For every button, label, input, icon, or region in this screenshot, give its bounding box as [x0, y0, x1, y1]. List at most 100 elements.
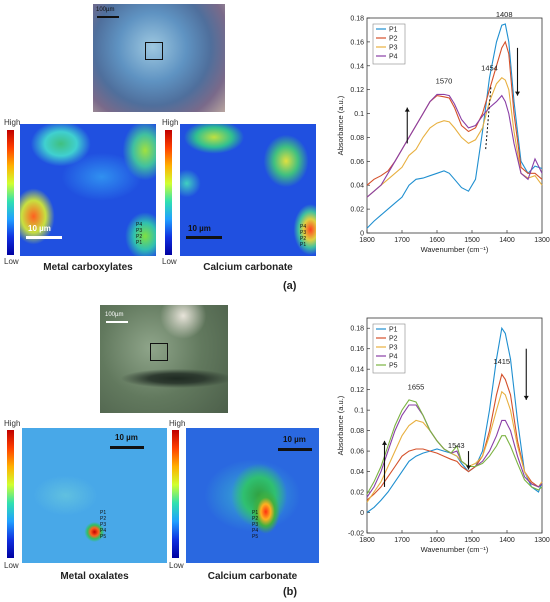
- series-line-p4: [366, 93, 543, 198]
- series-line-p1: [366, 326, 543, 513]
- scalebar-label: 10 µm: [28, 224, 51, 233]
- y-tick-label: 0.1: [354, 111, 364, 118]
- legend-entry: P2: [389, 336, 398, 343]
- colorbar-a2: [165, 130, 172, 255]
- legend-entry: P1: [389, 27, 398, 34]
- colorbar-low-label: Low: [4, 257, 19, 266]
- series-line-p3: [366, 76, 543, 198]
- map-metal-oxalates: 10 µm P1 P2 P3 P4 P5: [22, 428, 167, 563]
- point-marker-group: P4 P3 P2 P1: [136, 222, 142, 246]
- y-tick-label: -0.02: [348, 531, 364, 538]
- micrograph-roi-box: [145, 42, 163, 60]
- y-tick-label: 0.14: [350, 63, 364, 70]
- map-label: Calcium carbonate: [203, 262, 293, 273]
- map-calcium-carbonate-b: 10 µm P1 P2 P3 P4 P5: [186, 428, 319, 563]
- peak-annotation: 1570: [436, 77, 453, 86]
- point-marker-group: P1 P2 P3 P4 P5: [252, 510, 258, 540]
- micrograph-b: 100µm: [100, 305, 228, 413]
- trend-arrow-head: [404, 107, 410, 112]
- point-marker: P2: [300, 236, 307, 242]
- trend-arrow-head: [466, 465, 471, 470]
- y-tick-label: 0.18: [350, 16, 364, 23]
- x-tick-label: 1500: [464, 537, 480, 544]
- y-tick-label: 0.1: [354, 408, 364, 415]
- colorbar-low-label: Low: [162, 257, 177, 266]
- legend-entry: P4: [389, 54, 398, 61]
- x-tick-label: 1700: [394, 537, 410, 544]
- point-marker: P3: [252, 522, 259, 528]
- x-tick-label: 1400: [499, 237, 515, 244]
- colorbar-high-label: High: [4, 419, 21, 428]
- colorbar-b2: [172, 430, 179, 558]
- x-tick-label: 1300: [534, 537, 550, 544]
- point-marker: P5: [100, 534, 107, 540]
- colorbar-a1: [7, 130, 14, 255]
- peak-annotation: 1454: [481, 64, 498, 73]
- scalebar-label: 10 µm: [188, 224, 211, 233]
- y-tick-label: 0.12: [350, 87, 364, 94]
- colorbar-high-label: High: [4, 118, 21, 127]
- point-marker: P1: [100, 510, 107, 516]
- y-tick-label: 0.04: [350, 469, 364, 476]
- ftir-chart-a: 0 0.02 0.04 0.06 0.08 0.1 0.12 0.14 0.16 0.18 1800…: [336, 10, 550, 254]
- colorbar-high-label: High: [162, 118, 179, 127]
- micrograph-scale-label: 100µm: [96, 7, 115, 13]
- x-axis-label: Wavenumber (cm⁻¹): [421, 245, 489, 254]
- point-marker: P3: [136, 228, 143, 234]
- point-marker: P5: [252, 534, 259, 540]
- legend-entry: P3: [389, 345, 398, 352]
- colorbar-high-label: High: [169, 419, 186, 428]
- point-marker: P4: [100, 528, 107, 534]
- y-tick-label: 0: [360, 231, 364, 238]
- micrograph-a: 100µm: [93, 4, 225, 112]
- x-tick-label: 1300: [534, 237, 550, 244]
- peak-annotation: 1408: [496, 10, 513, 19]
- y-axis-label: Absorbance (a.u.): [336, 395, 345, 455]
- y-tick-label: 0.14: [350, 367, 364, 374]
- point-marker-group: P4 P3 P2 P1: [300, 224, 306, 248]
- y-tick-label: 0: [360, 510, 364, 517]
- peak-annotation: 1415: [493, 357, 510, 366]
- micrograph-scalebar: [97, 16, 119, 18]
- y-tick-label: 0.12: [350, 387, 364, 394]
- scalebar: [186, 236, 222, 239]
- y-tick-label: 0.18: [350, 326, 364, 333]
- x-tick-label: 1800: [359, 537, 375, 544]
- peak-annotation: 1655: [408, 383, 425, 392]
- colorbar-b1: [7, 430, 14, 558]
- series-line-p3: [366, 390, 543, 503]
- scalebar-label: 10 µm: [115, 433, 138, 442]
- micrograph-scalebar: [106, 321, 128, 323]
- scalebar: [26, 236, 62, 239]
- point-marker: P4: [136, 222, 143, 228]
- map-label: Metal carboxylates: [43, 262, 133, 273]
- legend-entry: P1: [389, 327, 398, 334]
- series-line-p4: [366, 404, 543, 498]
- scalebar-label: 10 µm: [283, 435, 306, 444]
- x-tick-label: 1600: [429, 537, 445, 544]
- y-tick-label: 0.16: [350, 346, 364, 353]
- point-marker: P2: [252, 516, 259, 522]
- y-tick-label: 0.04: [350, 183, 364, 190]
- y-tick-label: 0.06: [350, 449, 364, 456]
- trend-arrow-head: [515, 91, 520, 96]
- legend-entry: P4: [389, 354, 398, 361]
- y-tick-label: 0.06: [350, 159, 364, 166]
- map-metal-carboxylates: 10 µm P4 P3 P2 P1: [20, 124, 156, 256]
- legend-entry: P2: [389, 36, 398, 43]
- x-tick-label: 1500: [464, 237, 480, 244]
- y-tick-label: 0.02: [350, 490, 364, 497]
- trend-arrow-head: [523, 395, 529, 400]
- point-marker: P2: [100, 516, 107, 522]
- trend-arrow-head: [382, 440, 387, 445]
- point-marker: P4: [300, 224, 307, 230]
- peak-annotation: 1543: [448, 441, 465, 450]
- point-marker: P4: [252, 528, 259, 534]
- point-marker: P1: [252, 510, 259, 516]
- point-marker: P1: [300, 242, 307, 248]
- legend-entry: P3: [389, 45, 398, 52]
- y-tick-label: 0.08: [350, 135, 364, 142]
- y-tick-label: 0.16: [350, 39, 364, 46]
- scalebar: [110, 446, 144, 449]
- map-calcium-carbonate: 10 µm P4 P3 P2 P1: [180, 124, 316, 256]
